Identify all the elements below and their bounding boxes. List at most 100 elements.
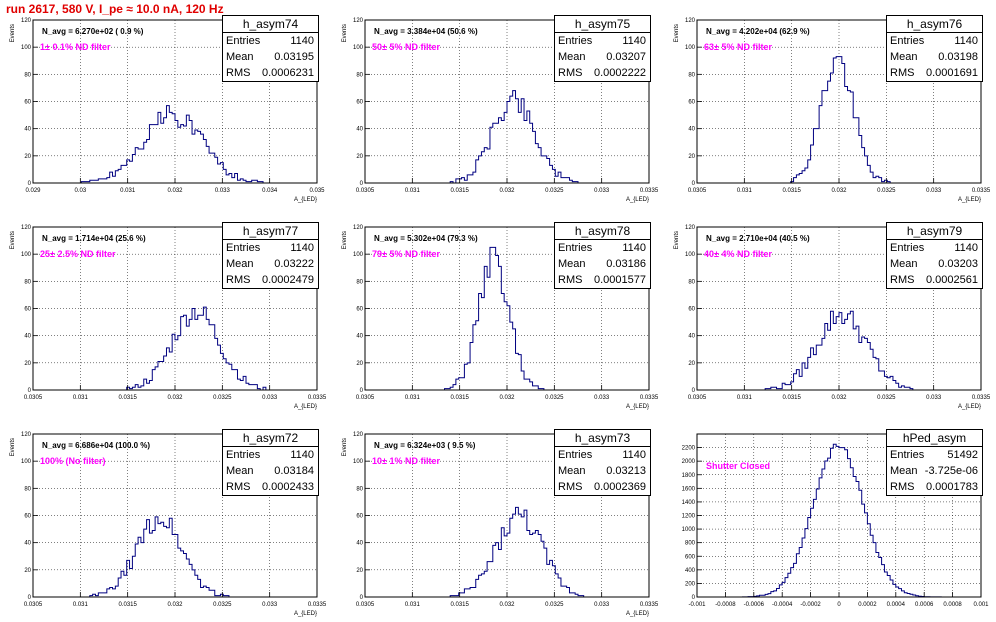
stats-value: 1140 [622, 35, 646, 47]
stats-label: RMS [558, 481, 583, 493]
stats-label: Mean [558, 465, 586, 477]
stats-box: h_asym77 Entries 1140 Mean 0.03222 RMS 0.00024… [222, 222, 319, 289]
x-tick-label: 0.0315 [118, 395, 137, 401]
y-tick-label: 40 [356, 541, 363, 547]
y-tick-label: 100 [685, 45, 696, 51]
x-tick-label: 0.0315 [450, 188, 469, 194]
histogram-pad-hPed_asym: -0.001 -0.0008 -0.0006 -0.0004 -0.0002 0 0.000… [664, 414, 996, 621]
stats-label: RMS [226, 481, 251, 493]
y-tick-label: 40 [24, 334, 31, 340]
stats-row-rms: RMS 0.0002561 [887, 272, 982, 288]
stats-label: Entries [226, 242, 261, 254]
stats-label: Entries [890, 242, 925, 254]
x-tick-label: 0.0305 [356, 602, 375, 608]
y-tick-label: 20 [356, 568, 363, 574]
y-tick-label: 120 [353, 225, 364, 231]
x-tick-label: 0.0335 [640, 188, 659, 194]
y-axis-label: Events [342, 24, 348, 42]
x-tick-label: 0.032 [167, 602, 183, 608]
y-tick-label: 20 [24, 154, 31, 160]
x-tick-label: 0.0305 [24, 395, 43, 401]
stats-value: 0.03213 [606, 465, 646, 477]
y-tick-label: 60 [24, 514, 31, 520]
stats-value: 1140 [290, 449, 314, 461]
filter-annotation: 40± 4% ND filter [704, 249, 772, 259]
x-tick-label: 0.031 [737, 395, 753, 401]
y-tick-label: 100 [21, 45, 32, 51]
y-tick-label: 0 [692, 388, 696, 394]
x-tick-label: 0.032 [499, 188, 515, 194]
y-tick-label: 1400 [682, 500, 696, 506]
stats-value: 0.0002369 [594, 481, 646, 493]
navg-annotation: N_avg = 5.302e+04 (79.3 %) [374, 234, 478, 243]
stats-box: h_asym72 Entries 1140 Mean 0.03184 RMS 0.00024… [222, 429, 319, 496]
x-axis-label: A_{LED} [294, 611, 317, 617]
x-tick-label: 0.031 [405, 188, 421, 194]
navg-annotation: N_avg = 6.324e+03 ( 9.5 %) [374, 441, 476, 450]
navg-annotation: N_avg = 4.202e+04 (62.9 %) [706, 27, 810, 36]
y-tick-label: 0 [360, 595, 364, 601]
stats-row-mean: Mean -3.725e-06 [887, 463, 982, 479]
x-tick-label: 0.0004 [887, 602, 906, 608]
y-tick-label: 60 [356, 514, 363, 520]
y-tick-label: 100 [353, 252, 364, 258]
stats-row-entries: Entries 1140 [223, 447, 318, 463]
stats-row-rms: RMS 0.0001577 [555, 272, 650, 288]
stats-row-mean: Mean 0.03195 [223, 49, 318, 65]
x-tick-label: -0.0002 [800, 602, 821, 608]
y-tick-label: 800 [685, 541, 696, 547]
stats-box: h_asym76 Entries 1140 Mean 0.03198 RMS 0.00016… [886, 15, 983, 82]
y-tick-label: 2000 [682, 459, 696, 465]
y-tick-label: 120 [685, 225, 696, 231]
y-tick-label: 1600 [682, 486, 696, 492]
stats-row-rms: RMS 0.0006231 [223, 65, 318, 81]
y-tick-label: 0 [28, 595, 32, 601]
x-tick-label: 0.0325 [545, 188, 564, 194]
stats-row-mean: Mean 0.03203 [887, 256, 982, 272]
histogram-svg: 0.0305 0.031 0.0315 0.032 0.0325 0.033 0.0335 0… [10, 225, 327, 410]
y-tick-label: 100 [353, 45, 364, 51]
x-axis-label: A_{LED} [958, 404, 981, 410]
x-tick-label: 0.035 [309, 188, 325, 194]
stats-row-entries: Entries 1140 [555, 33, 650, 49]
y-tick-label: 20 [356, 361, 363, 367]
stats-row-entries: Entries 1140 [555, 240, 650, 256]
histogram-name: h_asym77 [223, 223, 318, 240]
x-tick-label: 0.031 [120, 188, 136, 194]
x-tick-label: 0.0335 [308, 395, 327, 401]
stats-label: RMS [890, 67, 915, 79]
stats-row-rms: RMS 0.0002369 [555, 479, 650, 495]
stats-row-entries: Entries 51492 [887, 447, 982, 463]
navg-annotation: N_avg = 3.384e+04 (50.6 %) [374, 27, 478, 36]
stats-value: 0.03203 [938, 258, 978, 270]
x-tick-label: 0.0325 [545, 395, 564, 401]
x-tick-label: 0.034 [262, 188, 278, 194]
x-tick-label: 0.0335 [972, 395, 991, 401]
histogram-name: h_asym75 [555, 16, 650, 33]
y-tick-label: 0 [360, 388, 364, 394]
filter-annotation: 63± 5% ND filter [704, 42, 772, 52]
y-tick-label: 400 [685, 568, 696, 574]
x-axis-label: A_{LED} [626, 404, 649, 410]
stats-label: Mean [890, 465, 918, 477]
x-tick-label: 0.0325 [877, 188, 896, 194]
y-axis-label: Events [674, 24, 680, 42]
y-tick-label: 1200 [682, 514, 696, 520]
histogram-name: h_asym78 [555, 223, 650, 240]
x-tick-label: -0.0004 [772, 602, 793, 608]
stats-label: Mean [558, 258, 586, 270]
y-tick-label: 80 [356, 486, 363, 492]
y-tick-label: 80 [24, 486, 31, 492]
y-tick-label: 2200 [682, 446, 696, 452]
filter-annotation: 79± 5% ND filter [372, 249, 440, 259]
stats-row-entries: Entries 1140 [223, 240, 318, 256]
y-tick-label: 80 [356, 72, 363, 78]
x-tick-label: 0.031 [737, 188, 753, 194]
y-tick-label: 1000 [682, 527, 696, 533]
stats-value: 0.03207 [606, 51, 646, 63]
stats-label: Entries [558, 449, 593, 461]
y-tick-label: 600 [685, 554, 696, 560]
y-tick-label: 20 [24, 361, 31, 367]
y-axis-label: Events [674, 231, 680, 249]
stats-label: Entries [558, 242, 593, 254]
